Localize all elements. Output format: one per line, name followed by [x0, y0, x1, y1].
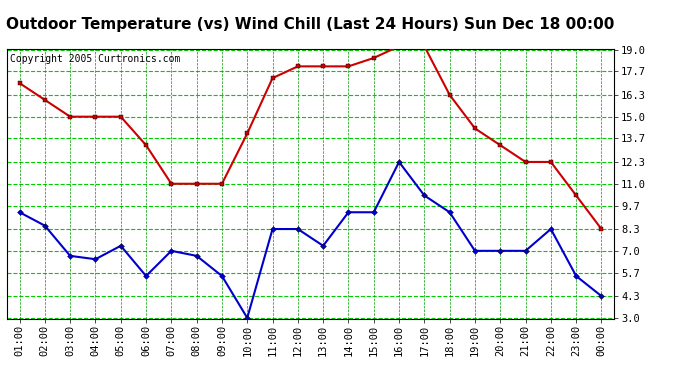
Text: Outdoor Temperature (vs) Wind Chill (Last 24 Hours) Sun Dec 18 00:00: Outdoor Temperature (vs) Wind Chill (Las… — [6, 17, 615, 32]
Text: Copyright 2005 Curtronics.com: Copyright 2005 Curtronics.com — [10, 54, 180, 64]
